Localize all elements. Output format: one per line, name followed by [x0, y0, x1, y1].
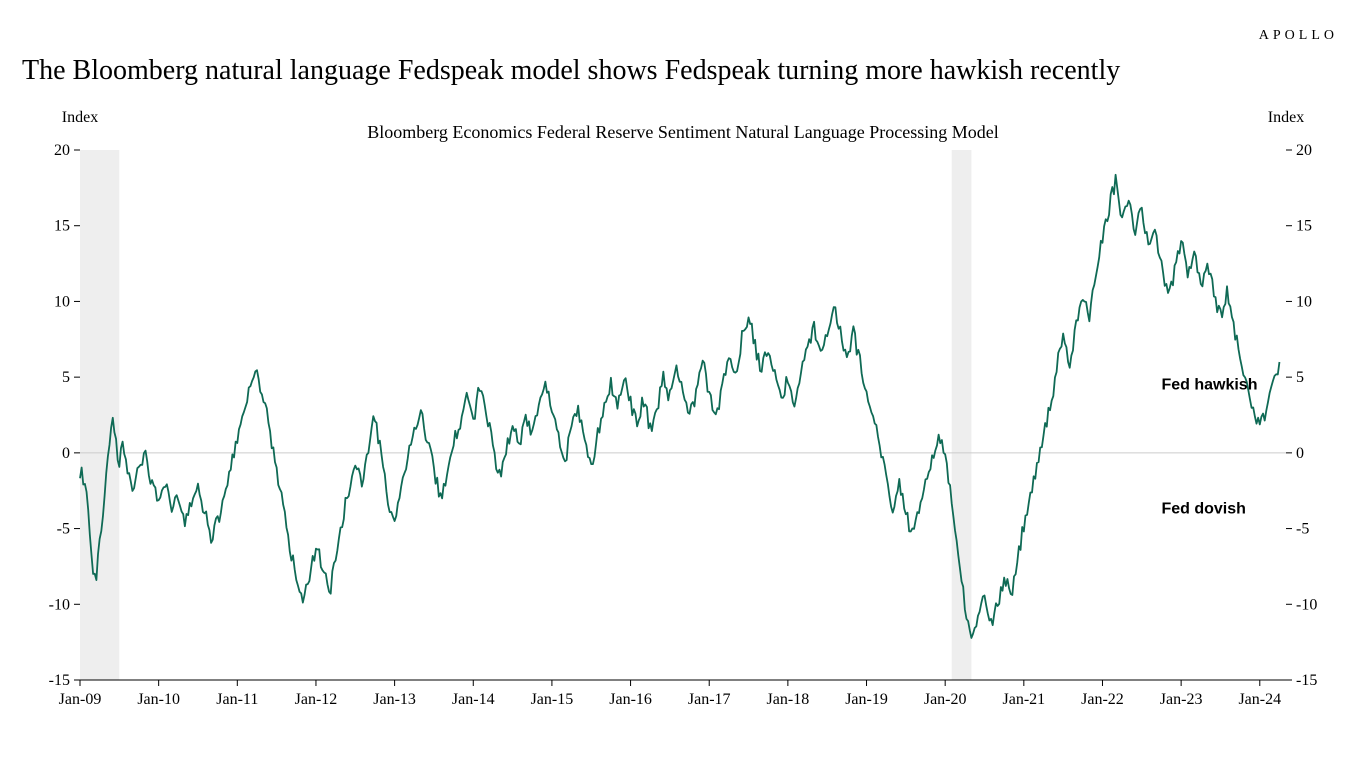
x-tick-label: Jan-22	[1081, 691, 1124, 708]
chart-svg: -15 -15 -10 -10 -5 -5 0 0 5 5 10 10 15 15 20 20 Jan-09 Ja…	[20, 110, 1346, 730]
x-tick-label: Jan-18	[767, 691, 810, 708]
y-tick-label-right: 5	[1296, 369, 1304, 386]
chart-bg	[20, 110, 1346, 730]
x-tick-label: Jan-09	[59, 691, 102, 708]
right-axis-title: Index	[1268, 110, 1304, 126]
y-tick-label-right: 0	[1296, 445, 1304, 462]
x-tick-label: Jan-16	[609, 691, 652, 708]
y-tick-label-right: -10	[1296, 596, 1317, 613]
y-tick-label-right: 20	[1296, 142, 1312, 159]
x-tick-label: Jan-12	[295, 691, 338, 708]
recession-band-0	[80, 150, 119, 680]
x-tick-label: Jan-13	[373, 691, 416, 708]
x-tick-label: Jan-23	[1160, 691, 1203, 708]
y-tick-label-right: -5	[1296, 521, 1309, 538]
y-tick-label-left: -5	[57, 521, 70, 538]
page-title: The Bloomberg natural language Fedspeak …	[22, 55, 1344, 87]
x-tick-label: Jan-20	[924, 691, 967, 708]
fedspeak-chart: -15 -15 -10 -10 -5 -5 0 0 5 5 10 10 15 15 20 20 Jan-09 Ja…	[20, 110, 1346, 730]
brand-logo: APOLLO	[1259, 28, 1338, 44]
y-tick-label-right: -15	[1296, 672, 1317, 689]
annotation-0: Fed hawkish	[1161, 376, 1257, 393]
x-tick-label: Jan-19	[845, 691, 888, 708]
x-tick-label: Jan-11	[216, 691, 258, 708]
y-tick-label-left: 20	[54, 142, 70, 159]
x-tick-label: Jan-10	[137, 691, 180, 708]
y-tick-label-right: 15	[1296, 218, 1312, 235]
y-tick-label-left: -10	[49, 596, 70, 613]
x-tick-label: Jan-14	[452, 691, 495, 708]
left-axis-title: Index	[62, 110, 98, 126]
y-tick-label-right: 10	[1296, 293, 1312, 310]
x-tick-label: Jan-24	[1238, 691, 1281, 708]
recession-band-1	[952, 150, 972, 680]
x-tick-label: Jan-17	[688, 691, 731, 708]
y-tick-label-left: 0	[62, 445, 70, 462]
annotation-1: Fed dovish	[1161, 500, 1245, 517]
x-tick-label: Jan-21	[1002, 691, 1045, 708]
y-tick-label-left: 5	[62, 369, 70, 386]
x-tick-label: Jan-15	[531, 691, 574, 708]
y-tick-label-left: 15	[54, 218, 70, 235]
y-tick-label-left: -15	[49, 672, 70, 689]
chart-subtitle: Bloomberg Economics Federal Reserve Sent…	[367, 122, 999, 142]
y-tick-label-left: 10	[54, 293, 70, 310]
